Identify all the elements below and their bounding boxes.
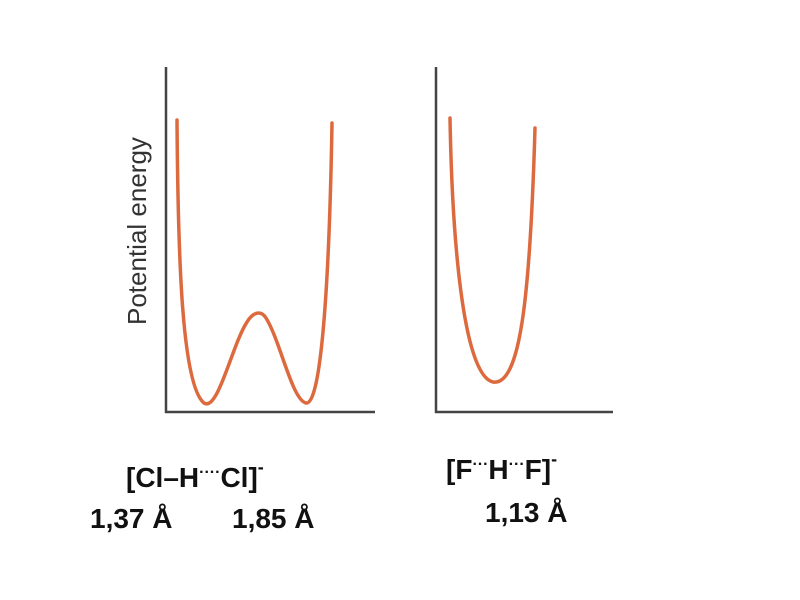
- right-formula-dots-1: ···: [472, 456, 488, 473]
- double-well-curve: [175, 118, 334, 406]
- left-formula-open: [Cl–H: [126, 462, 199, 493]
- distance-f-h: 1,13 Å: [485, 497, 568, 528]
- right-formula-h: H: [488, 454, 508, 485]
- right-formula-close: F]: [525, 454, 551, 485]
- right-panel-axes: [434, 67, 613, 414]
- y-axis-label: Potential energy: [122, 137, 152, 325]
- left-formula-close: Cl]: [220, 462, 257, 493]
- right-formula-charge: -: [551, 449, 557, 469]
- right-formula: [F···H···F]-: [446, 449, 557, 485]
- left-panel-axes: [164, 67, 375, 414]
- single-well-curve: [448, 116, 537, 384]
- left-formula-charge: -: [258, 457, 264, 477]
- distance-h-cl: 1,85 Å: [232, 503, 315, 534]
- right-formula-open: [F: [446, 454, 472, 485]
- right-formula-dots-2: ···: [509, 456, 525, 473]
- distance-cl-h: 1,37 Å: [90, 503, 173, 534]
- left-formula: [Cl–H····Cl]-: [126, 457, 264, 493]
- left-formula-dots: ····: [199, 464, 220, 481]
